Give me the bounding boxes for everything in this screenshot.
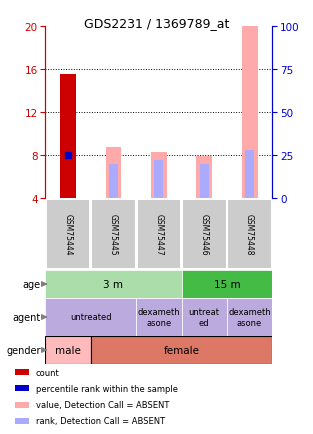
Text: GSM75445: GSM75445 <box>109 214 118 255</box>
Bar <box>242 27 258 198</box>
Text: GSM75444: GSM75444 <box>64 214 73 255</box>
Bar <box>47 201 90 268</box>
Text: untreated: untreated <box>70 313 111 322</box>
Text: untreat
ed: untreat ed <box>189 308 220 327</box>
Bar <box>245 150 254 198</box>
Bar <box>182 298 227 336</box>
Bar <box>183 201 226 268</box>
Text: 15 m: 15 m <box>213 279 240 289</box>
Text: gender: gender <box>6 345 41 355</box>
Text: 3 m: 3 m <box>104 279 123 289</box>
Text: male: male <box>55 345 81 355</box>
Text: count: count <box>36 368 59 377</box>
Bar <box>45 270 182 298</box>
Bar <box>92 201 135 268</box>
Bar <box>151 152 167 198</box>
Text: percentile rank within the sample: percentile rank within the sample <box>36 384 177 393</box>
Bar <box>15 418 29 424</box>
Text: value, Detection Call = ABSENT: value, Detection Call = ABSENT <box>36 400 169 409</box>
Text: GDS2231 / 1369789_at: GDS2231 / 1369789_at <box>84 17 229 30</box>
Bar <box>15 369 29 375</box>
Bar <box>136 298 182 336</box>
Text: GSM75447: GSM75447 <box>154 214 163 255</box>
Bar <box>105 148 121 198</box>
Text: dexameth
asone: dexameth asone <box>228 308 271 327</box>
Bar <box>228 201 271 268</box>
Bar <box>182 270 272 298</box>
Bar <box>137 201 180 268</box>
Text: GSM75446: GSM75446 <box>200 214 209 255</box>
Bar <box>60 75 76 198</box>
Bar <box>196 157 212 198</box>
Bar <box>45 298 136 336</box>
Text: age: age <box>23 279 41 289</box>
Bar <box>227 298 272 336</box>
Text: female: female <box>163 345 200 355</box>
Bar <box>155 161 163 198</box>
Bar <box>45 336 91 364</box>
Text: dexameth
asone: dexameth asone <box>137 308 180 327</box>
Text: GSM75448: GSM75448 <box>245 214 254 255</box>
Text: rank, Detection Call = ABSENT: rank, Detection Call = ABSENT <box>36 416 165 425</box>
Bar <box>15 402 29 408</box>
Bar <box>109 164 118 198</box>
Bar <box>91 336 272 364</box>
Text: agent: agent <box>13 312 41 322</box>
Bar <box>15 385 29 391</box>
Bar <box>200 164 208 198</box>
